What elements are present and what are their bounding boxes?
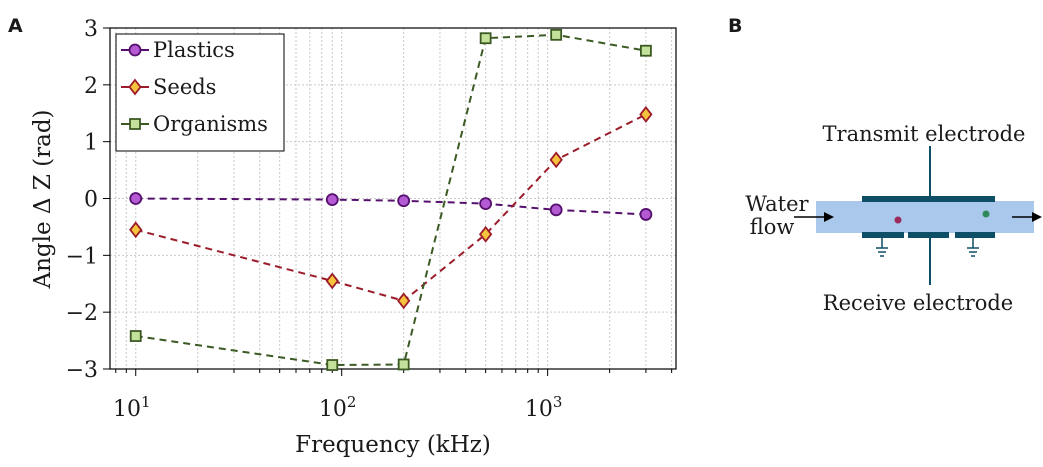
legend-box [115, 33, 285, 152]
flow-in-arrow [794, 212, 834, 222]
data-point-organisms [326, 359, 339, 371]
data-point-plastics [479, 197, 493, 211]
chart-legend: Plastics Seeds Organisms [115, 33, 285, 152]
series-line-organisms [135, 33, 647, 367]
data-point-plastics [129, 192, 143, 205]
chart-series [129, 28, 653, 371]
transmit-electrode-label: Transmit electrode [823, 122, 1026, 146]
x-tick-label: 101 [113, 393, 151, 422]
series-line-seeds [135, 113, 647, 302]
chart-plot: −3 −2 −1 0 1 2 3 101 102 103 Frequency (kHz) Angl… [30, 17, 677, 458]
y-tick-label: 3 [84, 17, 98, 42]
particle-organism [982, 210, 990, 218]
flow-out-arrow [1012, 212, 1042, 222]
y-tick-label: −2 [66, 301, 98, 326]
flow-cell-diagram: Transmit electrode Receive electrode Wat… [745, 122, 1042, 315]
y-tick-label: −1 [66, 244, 98, 269]
particle-seed [894, 216, 902, 224]
legend-label-organisms: Organisms [153, 112, 268, 136]
x-tick-label: 102 [319, 393, 357, 422]
legend-label-plastics: Plastics [153, 38, 235, 62]
panel-b-label: B [728, 15, 742, 37]
water-flow-label-line2: flow [750, 215, 795, 239]
legend-marker-seeds [128, 78, 142, 96]
x-axis-label: Frequency (kHz) [295, 432, 491, 458]
data-point-organisms [397, 358, 410, 371]
ground-electrode-right [955, 232, 995, 238]
data-point-plastics [549, 203, 563, 217]
y-tick-label: 1 [84, 131, 98, 156]
panel-a-label: A [8, 15, 23, 37]
legend-label-seeds: Seeds [153, 75, 216, 99]
legend-marker-plastics [128, 43, 142, 57]
data-point-organisms [129, 330, 142, 342]
data-point-seeds [129, 221, 143, 239]
ground-electrode-left [862, 232, 904, 238]
data-point-organisms [640, 44, 652, 57]
ground-symbol-left [876, 238, 888, 257]
data-point-organisms [479, 32, 492, 45]
chart-grid [110, 28, 676, 369]
x-tick-label: 103 [525, 393, 563, 422]
y-tick-label: 2 [84, 74, 98, 99]
legend-marker-organisms [129, 118, 141, 130]
data-point-plastics [325, 193, 339, 207]
data-point-seeds [325, 272, 339, 290]
ground-symbol-right [967, 238, 979, 257]
y-tick-label: 0 [84, 188, 98, 213]
data-point-organisms [550, 28, 563, 41]
y-axis-label: Angle Δ Z (rad) [30, 109, 56, 289]
data-point-plastics [397, 194, 411, 208]
water-channel [816, 201, 1034, 233]
receive-electrode-label: Receive electrode [823, 291, 1013, 315]
data-point-seeds [478, 225, 493, 243]
water-flow-label-line1: Water [745, 192, 809, 216]
series-line-plastics [135, 197, 646, 216]
y-tick-label: −3 [66, 358, 98, 383]
receive-electrode [908, 232, 949, 238]
data-point-seeds [639, 105, 653, 123]
data-point-plastics [639, 208, 653, 221]
transmit-electrode [862, 196, 995, 202]
data-point-seeds [397, 292, 411, 310]
data-point-seeds [549, 151, 563, 169]
